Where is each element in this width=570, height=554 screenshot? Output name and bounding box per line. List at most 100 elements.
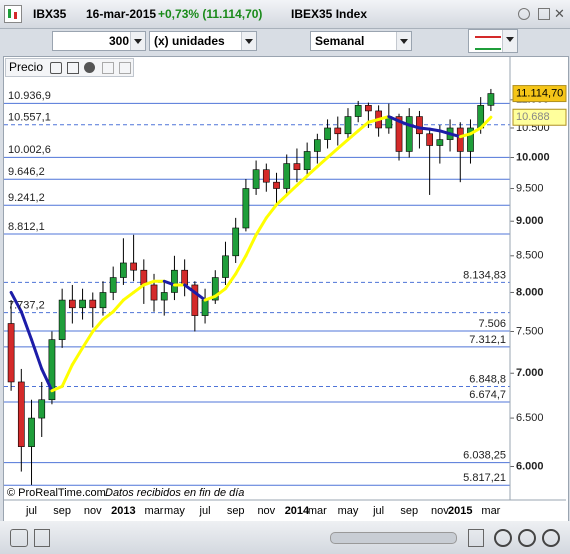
maximize-button[interactable] bbox=[538, 8, 550, 20]
copyright: © ProRealTime.com bbox=[7, 487, 106, 499]
candle-body bbox=[120, 262, 127, 278]
candle-body bbox=[150, 284, 158, 301]
candle-body bbox=[58, 299, 66, 340]
tool-icon[interactable] bbox=[10, 529, 28, 547]
y-tick-label: 6.000 bbox=[516, 460, 544, 472]
candle-body bbox=[395, 116, 403, 152]
level-label: 6.038,25 bbox=[463, 450, 506, 462]
candle-body bbox=[171, 269, 178, 293]
candle-body bbox=[436, 139, 444, 146]
candle-body bbox=[467, 127, 474, 152]
close-icon[interactable] bbox=[84, 62, 95, 73]
data-note: Datos recibidos en fin de día bbox=[105, 487, 244, 499]
chart-type-button[interactable] bbox=[468, 29, 518, 53]
x-tick-label: may bbox=[164, 505, 185, 517]
moving-average bbox=[479, 115, 493, 130]
y-tick-label: 8.000 bbox=[516, 286, 544, 298]
moving-average bbox=[9, 290, 23, 314]
candle-body bbox=[89, 299, 97, 309]
zoom-out[interactable] bbox=[494, 529, 512, 547]
moving-average bbox=[366, 117, 381, 124]
price-tag bbox=[512, 85, 567, 103]
y-tick-label: 9.500 bbox=[516, 182, 544, 194]
candle-body bbox=[252, 169, 260, 189]
candle-body bbox=[487, 93, 495, 106]
chart: © ProRealTime.com Datos recibidos en fin… bbox=[4, 57, 567, 517]
moving-average bbox=[91, 318, 105, 334]
moving-average bbox=[458, 132, 472, 139]
x-tick-label: 2015 bbox=[448, 505, 472, 517]
level-label: 7.737,2 bbox=[8, 300, 45, 312]
moving-average bbox=[121, 290, 136, 302]
units-count: 300 bbox=[108, 34, 129, 48]
price-tag-label: 10.688 bbox=[516, 111, 550, 123]
moving-average bbox=[183, 283, 197, 294]
moving-average bbox=[285, 183, 299, 197]
zoom-in[interactable] bbox=[518, 529, 536, 547]
x-tick-label: may bbox=[338, 505, 359, 517]
moving-average bbox=[264, 203, 279, 220]
y-tick-label: 9.000 bbox=[516, 215, 544, 227]
candle-body bbox=[222, 255, 229, 278]
candle-body bbox=[160, 292, 168, 301]
x-tick-label: sep bbox=[400, 505, 418, 517]
level-label: 10.557,1 bbox=[8, 112, 51, 124]
moving-average bbox=[40, 367, 54, 393]
period: Semanal bbox=[315, 34, 365, 48]
date: 16-mar-2015 bbox=[86, 7, 157, 21]
copy-icon[interactable] bbox=[67, 62, 79, 74]
dropdown-arrow bbox=[241, 32, 256, 50]
tool-icon[interactable] bbox=[34, 529, 50, 547]
x-tick-label: jul bbox=[25, 505, 37, 517]
moving-average bbox=[254, 216, 268, 237]
period-select[interactable]: Semanal bbox=[310, 31, 412, 51]
candle-body bbox=[303, 151, 311, 171]
scrollbar[interactable] bbox=[330, 532, 457, 544]
zoom-reset[interactable] bbox=[542, 529, 560, 547]
x-tick-label: 2014 bbox=[285, 505, 310, 517]
close-button[interactable]: ✕ bbox=[554, 6, 565, 21]
level-label: 7.312,1 bbox=[469, 334, 506, 346]
move-icon[interactable] bbox=[119, 62, 131, 74]
settings-icon[interactable] bbox=[50, 62, 62, 74]
moving-average bbox=[397, 119, 411, 127]
moving-average bbox=[417, 126, 432, 131]
icon-bar bbox=[14, 12, 17, 19]
units-count-input[interactable]: 300 bbox=[52, 31, 146, 51]
y-tick-label: 7.000 bbox=[516, 367, 544, 379]
move-icon[interactable] bbox=[102, 62, 114, 74]
symbol: IBX35 bbox=[33, 7, 67, 21]
level-label: 8.134,83 bbox=[463, 269, 506, 281]
help-button[interactable] bbox=[518, 8, 530, 20]
chart-panel bbox=[3, 56, 569, 522]
candle-body bbox=[79, 299, 86, 309]
moving-average bbox=[315, 155, 330, 169]
x-tick-label: nov bbox=[257, 505, 275, 517]
candle-body bbox=[181, 269, 189, 286]
moving-average bbox=[387, 115, 401, 123]
moving-average bbox=[101, 310, 115, 322]
tool-icon[interactable] bbox=[468, 529, 484, 547]
moving-average bbox=[438, 129, 452, 136]
dropdown-arrow bbox=[396, 32, 411, 50]
moving-average bbox=[132, 283, 146, 294]
candle-body bbox=[99, 292, 107, 309]
moving-average bbox=[19, 310, 34, 342]
x-tick-label: sep bbox=[53, 505, 71, 517]
level-label: 5.817,21 bbox=[463, 472, 506, 484]
y-tick-label: 6.500 bbox=[516, 412, 544, 424]
moving-average bbox=[193, 290, 207, 302]
candle-body bbox=[130, 262, 137, 271]
candle-body bbox=[17, 381, 25, 447]
moving-average bbox=[234, 254, 248, 276]
level-label: 6.848,8 bbox=[469, 373, 506, 385]
moving-average bbox=[326, 146, 340, 159]
moving-average bbox=[468, 126, 483, 136]
x-tick-label: nov bbox=[84, 505, 102, 517]
moving-average bbox=[305, 165, 319, 178]
candle-body bbox=[426, 133, 434, 146]
moving-average bbox=[336, 138, 350, 150]
units-select[interactable]: (x) unidades bbox=[149, 31, 257, 51]
app-icon bbox=[4, 5, 22, 23]
moving-average bbox=[213, 287, 227, 298]
